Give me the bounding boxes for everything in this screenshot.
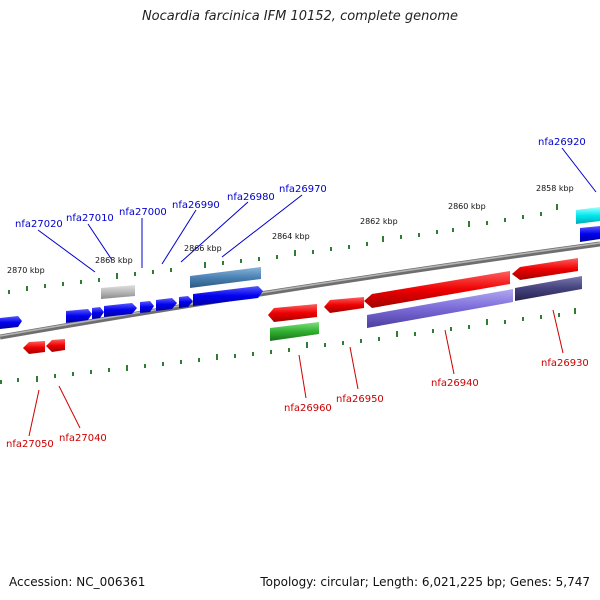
- gene-label[interactable]: nfa26990: [172, 200, 220, 211]
- gene-block[interactable]: [270, 322, 319, 341]
- gene-label[interactable]: nfa26920: [538, 137, 586, 148]
- gene-arrow[interactable]: [179, 296, 193, 308]
- map-title: Nocardia farcinica IFM 10152, complete g…: [141, 9, 459, 24]
- gene-label[interactable]: nfa27040: [59, 433, 107, 444]
- gene-label[interactable]: nfa26950: [336, 394, 384, 405]
- gene-arrow[interactable]: [193, 286, 263, 306]
- gene-arrow[interactable]: [104, 303, 137, 317]
- gene-arrow[interactable]: [23, 341, 45, 354]
- gene-arrow[interactable]: [140, 301, 154, 313]
- genome-summary-text: Topology: circular; Length: 6,021,225 bp…: [260, 575, 590, 589]
- gene-arrow[interactable]: [324, 297, 364, 313]
- gene-block[interactable]: [101, 285, 135, 299]
- gene-arrow[interactable]: [268, 304, 317, 322]
- gene-label[interactable]: nfa26970: [279, 184, 327, 195]
- gene-label[interactable]: nfa26940: [431, 378, 479, 389]
- gene-arrow[interactable]: [46, 339, 65, 352]
- reverse-strand-genes: [23, 258, 582, 354]
- gene-arrow[interactable]: [66, 309, 92, 323]
- gene-arrow[interactable]: [512, 258, 578, 280]
- reverse-leader-lines: [28, 309, 564, 437]
- gene-arrow[interactable]: [580, 226, 600, 242]
- gene-arrow[interactable]: [92, 307, 104, 319]
- gene-arrow[interactable]: [0, 316, 22, 329]
- accession-text: Accession: NC_006361: [9, 575, 146, 589]
- reverse-scale-ticks: [0, 308, 576, 384]
- gene-label[interactable]: nfa27010: [66, 213, 114, 224]
- genome-backbone: [0, 241, 600, 340]
- scale-label: 2858 kbp: [536, 184, 574, 193]
- gene-label[interactable]: nfa26930: [541, 358, 589, 369]
- gene-label[interactable]: nfa27050: [6, 439, 54, 450]
- scale-label: 2862 kbp: [360, 217, 398, 226]
- gene-label[interactable]: nfa27020: [15, 219, 63, 230]
- gene-block[interactable]: [576, 207, 600, 224]
- gene-block[interactable]: [515, 276, 582, 301]
- genome-backbone-highlight: [0, 242, 600, 337]
- scale-label: 2870 kbp: [7, 266, 45, 275]
- gene-block[interactable]: [190, 267, 261, 288]
- scale-label: 2868 kbp: [95, 256, 133, 265]
- forward-leader-lines: [37, 147, 597, 273]
- scale-label: 2864 kbp: [272, 232, 310, 241]
- gene-label[interactable]: nfa27000: [119, 207, 167, 218]
- scale-label: 2860 kbp: [448, 202, 486, 211]
- gene-arrow[interactable]: [156, 298, 177, 311]
- gene-block[interactable]: [367, 289, 513, 328]
- forward-strand-genes: [0, 207, 600, 329]
- scale-label: 2866 kbp: [184, 244, 222, 253]
- gene-label[interactable]: nfa26980: [227, 192, 275, 203]
- forward-scale-ticks: [8, 204, 558, 294]
- gene-label[interactable]: nfa26960: [284, 403, 332, 414]
- gene-arrow[interactable]: [364, 271, 510, 308]
